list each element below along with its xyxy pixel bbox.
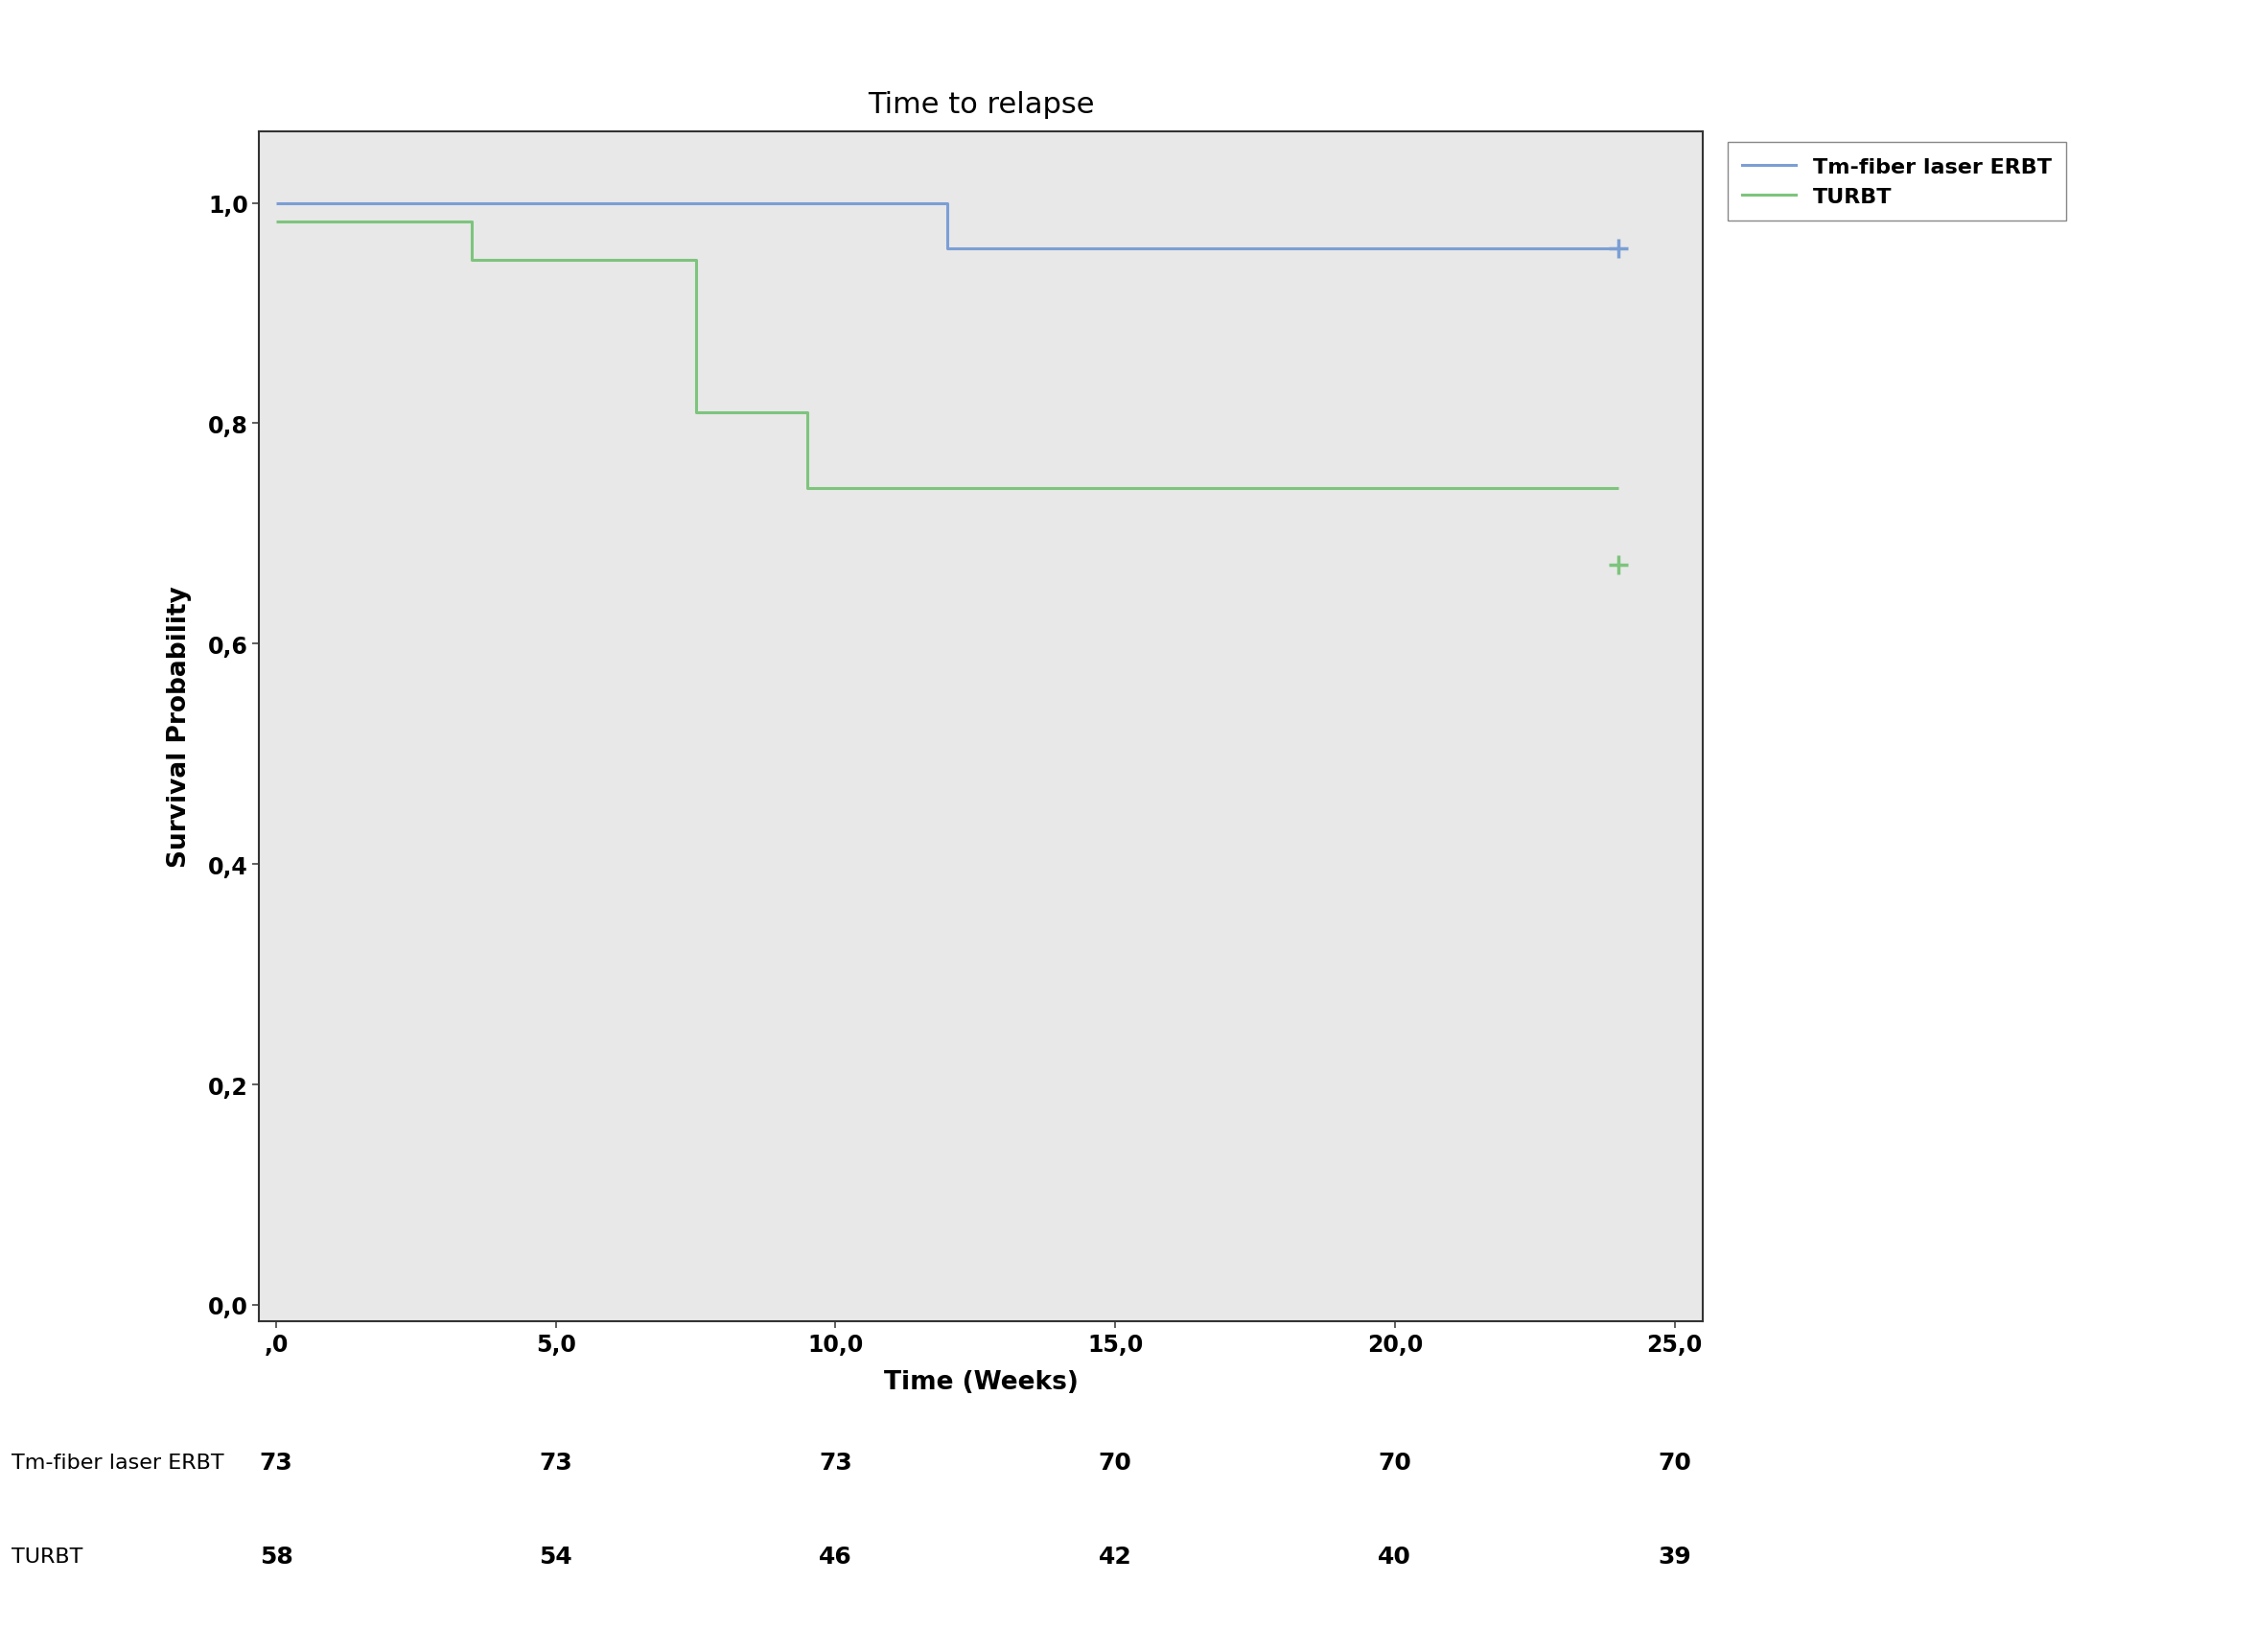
Text: 70: 70 — [1657, 1450, 1691, 1474]
Text: Tm-fiber laser ERBT: Tm-fiber laser ERBT — [11, 1452, 223, 1472]
Y-axis label: Survival Probability: Survival Probability — [167, 586, 192, 867]
Text: 54: 54 — [539, 1545, 573, 1568]
Text: 70: 70 — [1378, 1450, 1412, 1474]
Text: 58: 58 — [259, 1545, 293, 1568]
Title: Time to relapse: Time to relapse — [868, 91, 1094, 119]
Text: TURBT: TURBT — [11, 1546, 83, 1566]
Text: 39: 39 — [1657, 1545, 1691, 1568]
Text: 42: 42 — [1098, 1545, 1132, 1568]
Text: 40: 40 — [1378, 1545, 1412, 1568]
Text: 46: 46 — [819, 1545, 852, 1568]
Text: 73: 73 — [819, 1450, 852, 1474]
Legend: Tm-fiber laser ERBT, TURBT: Tm-fiber laser ERBT, TURBT — [1727, 142, 2066, 221]
Text: 73: 73 — [539, 1450, 573, 1474]
Text: 73: 73 — [259, 1450, 293, 1474]
X-axis label: Time (Weeks): Time (Weeks) — [884, 1370, 1078, 1394]
Text: 70: 70 — [1098, 1450, 1132, 1474]
